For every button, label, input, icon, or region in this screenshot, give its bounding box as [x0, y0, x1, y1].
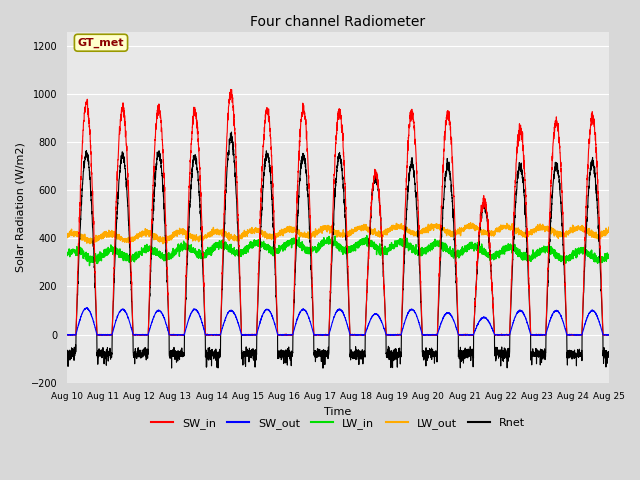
- LW_in: [605, 252, 613, 258]
- LW_in: [460, 246, 467, 252]
- LW_out: [605, 229, 613, 235]
- LW_out: [318, 226, 326, 231]
- SW_out: [458, 332, 466, 338]
- SW_out: [605, 332, 613, 338]
- Rnet: [605, 348, 612, 354]
- LW_out: [161, 237, 168, 242]
- LW_in: [490, 253, 498, 259]
- SW_out: [83, 305, 91, 311]
- Rnet: [429, 353, 437, 359]
- Rnet: [319, 365, 327, 371]
- Y-axis label: Solar Radiation (W/m2): Solar Radiation (W/m2): [15, 142, 25, 272]
- Line: LW_in: LW_in: [67, 236, 609, 265]
- SW_in: [318, 332, 326, 338]
- Line: SW_out: SW_out: [67, 308, 609, 335]
- LW_out: [605, 228, 612, 234]
- SW_out: [605, 332, 612, 338]
- SW_in: [227, 86, 234, 92]
- SW_out: [429, 332, 437, 338]
- Text: GT_met: GT_met: [77, 37, 124, 48]
- LW_out: [467, 220, 474, 226]
- SW_in: [63, 332, 71, 337]
- SW_in: [490, 328, 498, 334]
- SW_in: [605, 332, 613, 338]
- LW_out: [63, 234, 71, 240]
- SW_out: [490, 331, 498, 337]
- Rnet: [460, 351, 467, 357]
- LW_out: [429, 226, 437, 232]
- SW_out: [63, 332, 71, 337]
- LW_in: [363, 233, 371, 239]
- LW_in: [161, 253, 168, 259]
- Legend: SW_in, SW_out, LW_in, LW_out, Rnet: SW_in, SW_out, LW_in, LW_out, Rnet: [147, 413, 530, 433]
- LW_in: [63, 250, 71, 256]
- Rnet: [63, 349, 71, 355]
- Title: Four channel Radiometer: Four channel Radiometer: [250, 15, 426, 29]
- SW_out: [460, 332, 467, 338]
- Rnet: [605, 350, 613, 356]
- LW_in: [318, 239, 326, 244]
- LW_out: [90, 241, 97, 247]
- Rnet: [228, 129, 236, 135]
- LW_in: [429, 244, 437, 250]
- Rnet: [318, 348, 326, 354]
- Line: Rnet: Rnet: [67, 132, 609, 368]
- X-axis label: Time: Time: [324, 407, 351, 417]
- LW_in: [605, 252, 612, 258]
- SW_in: [161, 184, 168, 190]
- Rnet: [490, 329, 498, 335]
- SW_out: [318, 332, 326, 337]
- LW_in: [86, 263, 93, 268]
- Rnet: [161, 209, 168, 215]
- Line: LW_out: LW_out: [67, 223, 609, 244]
- LW_out: [460, 227, 467, 233]
- LW_out: [490, 231, 498, 237]
- SW_in: [429, 332, 437, 338]
- SW_out: [161, 316, 168, 322]
- SW_in: [605, 332, 612, 337]
- SW_in: [95, 332, 102, 338]
- SW_in: [460, 332, 467, 337]
- Line: SW_in: SW_in: [67, 89, 609, 335]
